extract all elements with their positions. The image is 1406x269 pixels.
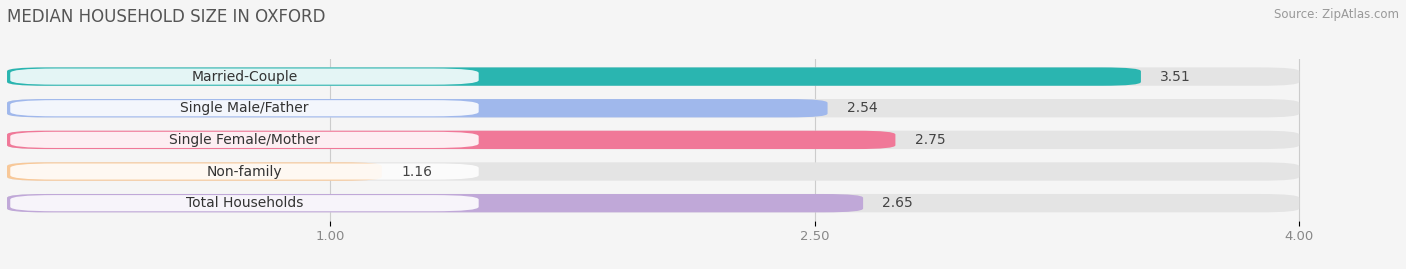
Text: MEDIAN HOUSEHOLD SIZE IN OXFORD: MEDIAN HOUSEHOLD SIZE IN OXFORD [7, 8, 326, 26]
FancyBboxPatch shape [10, 132, 478, 148]
FancyBboxPatch shape [10, 69, 478, 85]
Text: Non-family: Non-family [207, 165, 283, 179]
Text: Single Female/Mother: Single Female/Mother [169, 133, 321, 147]
Text: 2.65: 2.65 [883, 196, 914, 210]
Text: 3.51: 3.51 [1160, 70, 1191, 84]
FancyBboxPatch shape [7, 68, 1140, 86]
Text: Single Male/Father: Single Male/Father [180, 101, 309, 115]
FancyBboxPatch shape [7, 194, 1299, 212]
Text: Married-Couple: Married-Couple [191, 70, 298, 84]
FancyBboxPatch shape [7, 131, 1299, 149]
Text: 2.54: 2.54 [846, 101, 877, 115]
FancyBboxPatch shape [7, 162, 1299, 181]
Text: Source: ZipAtlas.com: Source: ZipAtlas.com [1274, 8, 1399, 21]
FancyBboxPatch shape [10, 195, 478, 211]
FancyBboxPatch shape [10, 100, 478, 116]
FancyBboxPatch shape [7, 131, 896, 149]
FancyBboxPatch shape [7, 194, 863, 212]
Text: 1.16: 1.16 [401, 165, 432, 179]
FancyBboxPatch shape [7, 162, 382, 181]
FancyBboxPatch shape [7, 68, 1299, 86]
Text: Total Households: Total Households [186, 196, 304, 210]
Text: 2.75: 2.75 [915, 133, 945, 147]
FancyBboxPatch shape [7, 99, 1299, 117]
FancyBboxPatch shape [10, 164, 478, 180]
FancyBboxPatch shape [7, 99, 828, 117]
